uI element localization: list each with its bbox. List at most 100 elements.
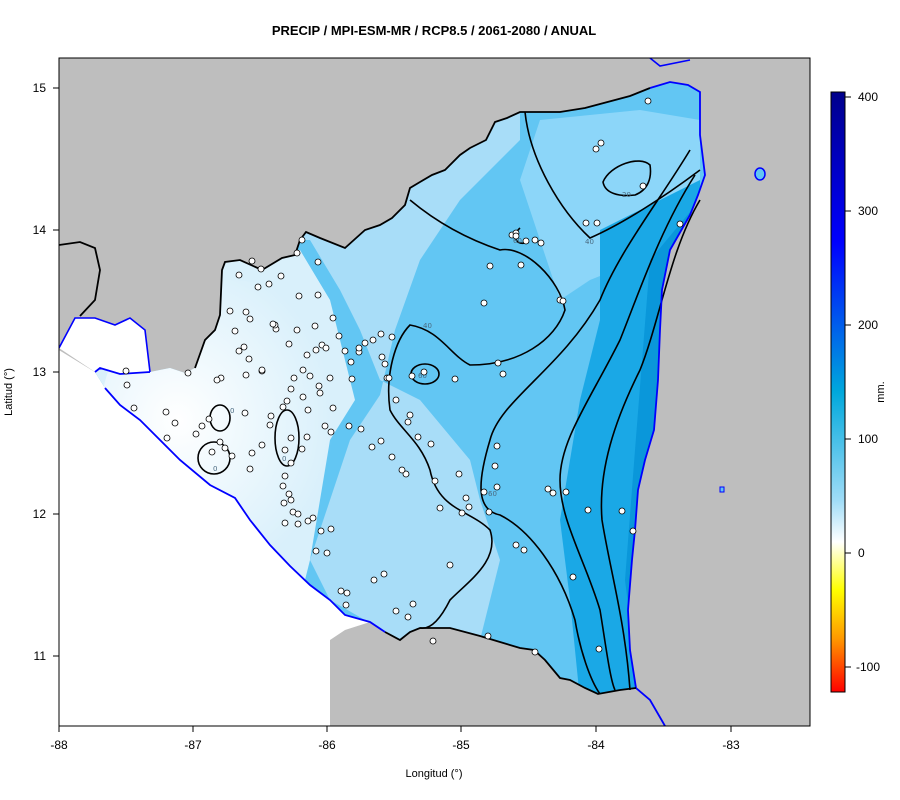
station-marker: [303, 351, 311, 359]
station-marker: [231, 327, 239, 335]
y-axis: 15 14 13 12 11 Latitud (°): [3, 81, 60, 663]
contour-0-center: [274, 409, 300, 467]
contour-label-20: 20: [622, 191, 631, 199]
x-axis: -88 -87 -86 -85 -84 -83 Longitud (°): [50, 725, 740, 780]
station-marker: [480, 488, 488, 496]
station-marker: [317, 527, 325, 535]
station-marker: [298, 445, 306, 453]
station-marker: [258, 441, 266, 449]
honduras-el-salvador-border: [59, 241, 101, 317]
pacific-ocean: [59, 350, 400, 726]
station-marker: [493, 442, 501, 450]
station-marker: [287, 385, 295, 393]
station-marker: [335, 332, 343, 340]
station-marker: [512, 541, 520, 549]
station-marker: [347, 358, 355, 366]
contour-20-northeast: [602, 160, 652, 197]
station-marker: [241, 409, 249, 417]
station-marker: [676, 220, 684, 228]
station-marker: [314, 258, 322, 266]
weather-stations: [122, 97, 684, 656]
pacific-coastline: [94, 367, 386, 633]
station-marker: [311, 322, 319, 330]
station-marker: [465, 503, 473, 511]
station-marker: [369, 336, 377, 344]
station-marker: [348, 375, 356, 383]
station-marker: [549, 489, 557, 497]
x-axis-label: Longitud (°): [406, 768, 463, 780]
y-axis-label: Latitud (°): [3, 368, 15, 416]
station-marker: [309, 514, 317, 522]
station-marker: [455, 470, 463, 478]
station-marker: [531, 236, 539, 244]
station-marker: [342, 601, 350, 609]
station-marker: [213, 376, 221, 384]
x-tick-label: -83: [722, 738, 740, 752]
station-marker: [315, 382, 323, 390]
station-marker: [293, 249, 301, 257]
station-marker: [316, 389, 324, 397]
station-marker: [303, 433, 311, 441]
station-marker: [595, 645, 603, 653]
station-marker: [321, 422, 329, 430]
station-marker: [122, 367, 130, 375]
station-marker: [388, 453, 396, 461]
station-marker: [404, 613, 412, 621]
map-plot-area: 20 40 40 60 60 60 0 0 0: [59, 58, 810, 726]
x-tick-label: -87: [184, 738, 202, 752]
y-tick-label: 11: [34, 649, 47, 663]
colorbar-tick-label: 0: [858, 546, 865, 560]
station-marker: [644, 97, 652, 105]
honduras-land: [59, 58, 650, 374]
station-marker: [248, 449, 256, 457]
contour-label-40-central: 40: [423, 322, 432, 330]
station-marker: [283, 397, 291, 405]
field-zone-ne: [520, 110, 700, 300]
corn-island: [754, 167, 766, 181]
station-marker: [322, 344, 330, 352]
contour-40-north: [524, 111, 701, 239]
station-marker: [248, 257, 256, 265]
colorbar-tick-label: 100: [858, 432, 878, 446]
gulf-of-fonseca: [59, 318, 150, 374]
contour-100: [600, 199, 701, 691]
station-marker: [512, 232, 520, 240]
station-marker: [304, 517, 312, 525]
station-marker: [290, 374, 298, 382]
station-marker: [281, 472, 289, 480]
contour-label-60-south: 60: [488, 490, 497, 498]
station-marker: [228, 452, 236, 460]
station-marker: [171, 419, 179, 427]
station-marker: [462, 494, 470, 502]
station-marker: [304, 406, 312, 414]
colorbar-tick-label: 300: [858, 204, 878, 218]
station-marker: [279, 482, 287, 490]
small-island: [719, 486, 725, 493]
station-marker: [380, 570, 388, 578]
station-marker: [130, 404, 138, 412]
station-marker: [329, 404, 337, 412]
colorbar-tick-label: -100: [856, 660, 880, 674]
station-marker: [458, 509, 466, 517]
station-marker: [531, 648, 539, 656]
colorbar-unit-label: mm.: [875, 381, 887, 402]
station-marker: [254, 283, 262, 291]
station-marker: [295, 292, 303, 300]
station-marker: [235, 271, 243, 279]
y-tick-label: 13: [33, 365, 47, 379]
colorbar: 400 300 200 100 0 -100 mm.: [830, 90, 887, 693]
station-marker: [299, 366, 307, 374]
station-marker: [381, 360, 389, 368]
station-marker: [323, 549, 331, 557]
station-marker: [398, 466, 406, 474]
honduras-caribbean-coast: [649, 58, 691, 67]
station-marker: [242, 371, 250, 379]
station-marker: [293, 326, 301, 334]
station-marker: [314, 291, 322, 299]
station-marker: [377, 437, 385, 445]
station-marker: [184, 369, 192, 377]
station-marker: [285, 490, 293, 498]
station-marker: [312, 346, 320, 354]
station-marker: [294, 510, 302, 518]
